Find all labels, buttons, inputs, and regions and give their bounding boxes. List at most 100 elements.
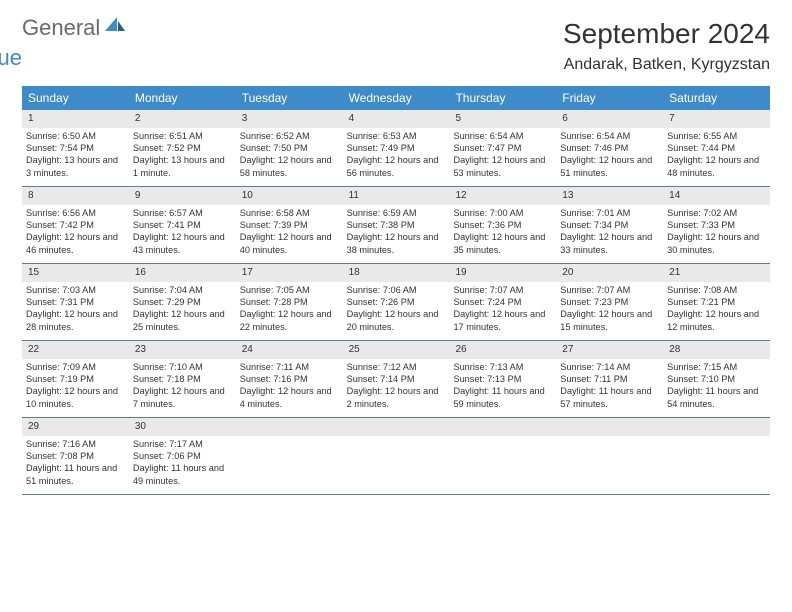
logo-word1: General [22, 15, 100, 40]
cell-body: Sunrise: 6:56 AMSunset: 7:42 PMDaylight:… [22, 207, 129, 257]
cell-body: Sunrise: 7:13 AMSunset: 7:13 PMDaylight:… [449, 361, 556, 411]
calendar-cell: 23 Sunrise: 7:10 AMSunset: 7:18 PMDayligh… [129, 341, 236, 417]
day-number: 23 [129, 341, 236, 359]
logo: General Blue [22, 18, 125, 59]
day-number: 8 [22, 187, 129, 205]
daylight-text: Daylight: 12 hours and 4 minutes. [240, 385, 339, 410]
daylight-text: Daylight: 12 hours and 53 minutes. [453, 154, 552, 179]
sunset-text: Sunset: 7:16 PM [240, 373, 339, 385]
cell-body: Sunrise: 6:57 AMSunset: 7:41 PMDaylight:… [129, 207, 236, 257]
daylight-text: Daylight: 12 hours and 20 minutes. [347, 308, 446, 333]
cell-body: Sunrise: 6:54 AMSunset: 7:46 PMDaylight:… [556, 130, 663, 180]
day-number: 19 [449, 264, 556, 282]
cell-body: Sunrise: 7:11 AMSunset: 7:16 PMDaylight:… [236, 361, 343, 411]
daylight-text: Daylight: 11 hours and 57 minutes. [560, 385, 659, 410]
sunrise-text: Sunrise: 7:11 AM [240, 361, 339, 373]
calendar-week: 29Sunrise: 7:16 AMSunset: 7:08 PMDayligh… [22, 418, 770, 495]
daylight-text: Daylight: 11 hours and 51 minutes. [26, 462, 125, 487]
daylight-text: Daylight: 11 hours and 49 minutes. [133, 462, 232, 487]
sunset-text: Sunset: 7:49 PM [347, 142, 446, 154]
sunset-text: Sunset: 7:42 PM [26, 219, 125, 231]
calendar-cell: 21Sunrise: 7:08 AMSunset: 7:21 PMDayligh… [663, 264, 770, 340]
sunrise-text: Sunrise: 7:05 AM [240, 284, 339, 296]
calendar-cell: 5Sunrise: 6:54 AMSunset: 7:47 PMDaylight… [449, 110, 556, 186]
daylight-text: Daylight: 12 hours and 51 minutes. [560, 154, 659, 179]
calendar-week: 1Sunrise: 6:50 AMSunset: 7:54 PMDaylight… [22, 110, 770, 187]
calendar-cell: 8 Sunrise: 6:56 AMSunset: 7:42 PMDaylight… [22, 187, 129, 263]
cell-body: Sunrise: 7:07 AMSunset: 7:24 PMDaylight:… [449, 284, 556, 334]
sunset-text: Sunset: 7:34 PM [560, 219, 659, 231]
sunset-text: Sunset: 7:38 PM [347, 219, 446, 231]
day-number: 29 [22, 418, 129, 436]
calendar-cell: 24Sunrise: 7:11 AMSunset: 7:16 PMDayligh… [236, 341, 343, 417]
header: General Blue September 2024 Andarak, Bat… [22, 18, 770, 74]
day-number: 12 [449, 187, 556, 205]
sunrise-text: Sunrise: 6:58 AM [240, 207, 339, 219]
calendar-cell: 20Sunrise: 7:07 AMSunset: 7:23 PMDayligh… [556, 264, 663, 340]
day-header: Saturday [663, 86, 770, 110]
calendar-cell: 14Sunrise: 7:02 AMSunset: 7:33 PMDayligh… [663, 187, 770, 263]
day-number: 26 [449, 341, 556, 359]
calendar-cell: 10Sunrise: 6:58 AMSunset: 7:39 PMDayligh… [236, 187, 343, 263]
cell-body: Sunrise: 6:55 AMSunset: 7:44 PMDaylight:… [663, 130, 770, 180]
sunrise-text: Sunrise: 7:15 AM [667, 361, 766, 373]
day-number: 28 [663, 341, 770, 359]
sunrise-text: Sunrise: 7:10 AM [133, 361, 232, 373]
cell-body: Sunrise: 7:10 AMSunset: 7:18 PMDaylight:… [129, 361, 236, 411]
cell-body: Sunrise: 7:05 AMSunset: 7:28 PMDaylight:… [236, 284, 343, 334]
sunrise-text: Sunrise: 7:08 AM [667, 284, 766, 296]
daylight-text: Daylight: 12 hours and 43 minutes. [133, 231, 232, 256]
day-number: 22 [22, 341, 129, 359]
day-header: Monday [129, 86, 236, 110]
cell-body: Sunrise: 7:07 AMSunset: 7:23 PMDaylight:… [556, 284, 663, 334]
daylight-text: Daylight: 11 hours and 54 minutes. [667, 385, 766, 410]
daylight-text: Daylight: 12 hours and 46 minutes. [26, 231, 125, 256]
day-number: 6 [556, 110, 663, 128]
daylight-text: Daylight: 12 hours and 7 minutes. [133, 385, 232, 410]
sunrise-text: Sunrise: 6:59 AM [347, 207, 446, 219]
calendar-cell: 18Sunrise: 7:06 AMSunset: 7:26 PMDayligh… [343, 264, 450, 340]
cell-body: Sunrise: 7:09 AMSunset: 7:19 PMDaylight:… [22, 361, 129, 411]
sunset-text: Sunset: 7:19 PM [26, 373, 125, 385]
cell-body: Sunrise: 7:15 AMSunset: 7:10 PMDaylight:… [663, 361, 770, 411]
sunrise-text: Sunrise: 7:00 AM [453, 207, 552, 219]
cell-body: Sunrise: 7:01 AMSunset: 7:34 PMDaylight:… [556, 207, 663, 257]
daylight-text: Daylight: 12 hours and 35 minutes. [453, 231, 552, 256]
sunset-text: Sunset: 7:29 PM [133, 296, 232, 308]
cell-body: Sunrise: 7:17 AMSunset: 7:06 PMDaylight:… [129, 438, 236, 488]
calendar-cell: 30 Sunrise: 7:17 AMSunset: 7:06 PMDayligh… [129, 418, 236, 494]
day-number: 18 [343, 264, 450, 282]
daylight-text: Daylight: 12 hours and 56 minutes. [347, 154, 446, 179]
sunrise-text: Sunrise: 7:17 AM [133, 438, 232, 450]
cell-body: Sunrise: 7:03 AMSunset: 7:31 PMDaylight:… [22, 284, 129, 334]
day-number: 5 [449, 110, 556, 128]
calendar-cell: 1Sunrise: 6:50 AMSunset: 7:54 PMDaylight… [22, 110, 129, 186]
cell-body: Sunrise: 7:04 AMSunset: 7:29 PMDaylight:… [129, 284, 236, 334]
sunrise-text: Sunrise: 7:07 AM [560, 284, 659, 296]
sunrise-text: Sunrise: 6:51 AM [133, 130, 232, 142]
daylight-text: Daylight: 13 hours and 3 minutes. [26, 154, 125, 179]
page-title: September 2024 [563, 18, 770, 50]
sunrise-text: Sunrise: 6:54 AM [560, 130, 659, 142]
calendar-week: 15Sunrise: 7:03 AMSunset: 7:31 PMDayligh… [22, 264, 770, 341]
daylight-text: Daylight: 12 hours and 22 minutes. [240, 308, 339, 333]
cell-body: Sunrise: 7:12 AMSunset: 7:14 PMDaylight:… [343, 361, 450, 411]
calendar-cell: 22 Sunrise: 7:09 AMSunset: 7:19 PMDayligh… [22, 341, 129, 417]
cell-body: Sunrise: 6:59 AMSunset: 7:38 PMDaylight:… [343, 207, 450, 257]
sunset-text: Sunset: 7:23 PM [560, 296, 659, 308]
calendar-cell: 12Sunrise: 7:00 AMSunset: 7:36 PMDayligh… [449, 187, 556, 263]
logo-sail-icon [105, 17, 125, 31]
sunset-text: Sunset: 7:18 PM [133, 373, 232, 385]
sunset-text: Sunset: 7:46 PM [560, 142, 659, 154]
day-number-empty [556, 418, 663, 436]
sunrise-text: Sunrise: 7:14 AM [560, 361, 659, 373]
sunrise-text: Sunrise: 6:55 AM [667, 130, 766, 142]
logo-word2: Blue [0, 45, 22, 70]
sunset-text: Sunset: 7:31 PM [26, 296, 125, 308]
cell-body: Sunrise: 6:58 AMSunset: 7:39 PMDaylight:… [236, 207, 343, 257]
day-number: 3 [236, 110, 343, 128]
daylight-text: Daylight: 13 hours and 1 minute. [133, 154, 232, 179]
day-number: 30 [129, 418, 236, 436]
daylight-text: Daylight: 12 hours and 17 minutes. [453, 308, 552, 333]
day-header: Friday [556, 86, 663, 110]
